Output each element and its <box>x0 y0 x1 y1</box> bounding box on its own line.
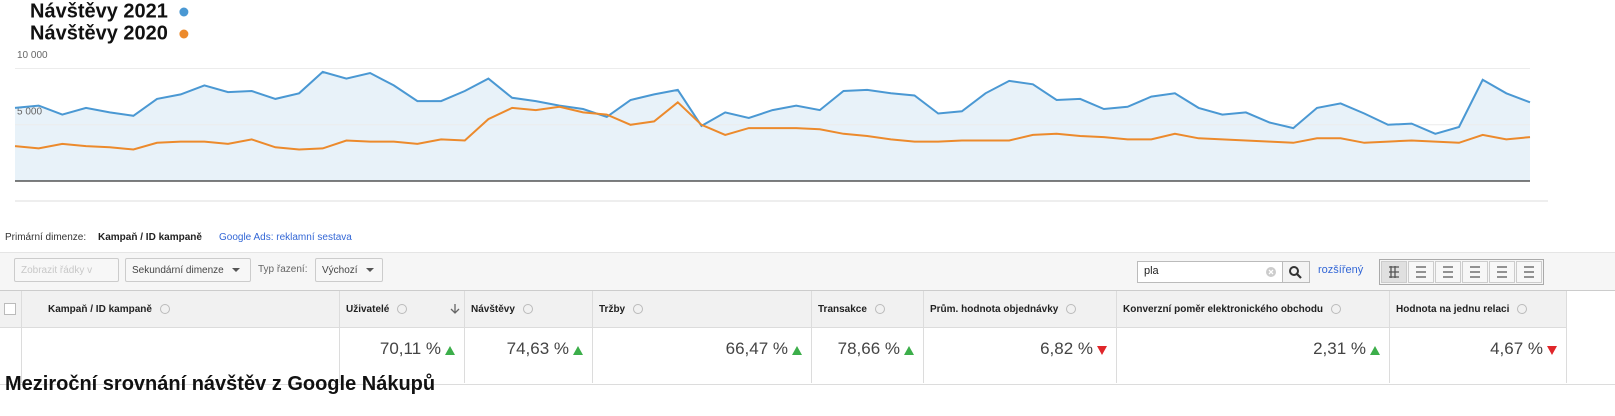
search-input[interactable]: pla <box>1137 261 1283 283</box>
trend-down <box>1097 346 1107 355</box>
help-icon[interactable] <box>1331 304 1342 315</box>
metric-value: 74,63 % <box>506 339 569 358</box>
help-icon[interactable] <box>397 304 408 315</box>
trend-up <box>573 346 583 355</box>
sort-select[interactable]: Výchozí <box>315 258 383 282</box>
dimension-label: Primární dimenze: <box>5 232 87 243</box>
checkbox-row-cell <box>0 328 22 383</box>
checkbox[interactable] <box>4 303 16 315</box>
trend-up <box>792 346 802 355</box>
help-icon[interactable] <box>1517 304 1528 315</box>
column-header[interactable]: Konverzní poměr elektronického obchodu <box>1117 291 1390 328</box>
column-title: Uživatelé <box>346 304 390 315</box>
plot-rows-button[interactable]: Zobrazit řádky v grafu <box>14 258 119 282</box>
caption: Meziroční srovnání návštěv z Google Náku… <box>5 373 436 395</box>
column-header[interactable]: Kampaň / ID kampaně <box>22 291 340 328</box>
column-header[interactable]: Uživatelé <box>340 291 465 328</box>
legend-label: Návštěvy 2021 <box>30 0 168 22</box>
advanced-link[interactable]: rozšířený <box>1318 264 1364 276</box>
help-icon[interactable] <box>159 304 170 315</box>
view-button[interactable] <box>1381 261 1407 283</box>
row-cell <box>465 328 593 383</box>
row-cell <box>593 328 812 383</box>
column-header[interactable]: Tržby <box>593 291 812 328</box>
row-cell <box>812 328 924 383</box>
column-title: Konverzní poměr elektronického obchodu <box>1123 304 1324 315</box>
row-cell <box>22 328 340 383</box>
row-cell <box>924 328 1117 383</box>
trend-up <box>445 346 455 355</box>
metric-value: 78,66 % <box>837 339 900 358</box>
dimension-link[interactable]: Google Ads: reklamní sestava <box>219 232 352 243</box>
help-icon[interactable] <box>522 304 533 315</box>
row-cell <box>340 328 465 383</box>
legend-swatch <box>179 7 189 17</box>
search-icon <box>1289 266 1302 279</box>
toolbar <box>0 252 1615 291</box>
sort-arrow <box>450 304 460 314</box>
legend-label: Návštěvy 2020 <box>30 22 168 44</box>
help-icon[interactable] <box>1066 304 1077 315</box>
active-dimension[interactable]: Kampaň / ID kampaně <box>98 232 202 243</box>
column-header[interactable]: Transakce <box>812 291 924 328</box>
trend-up <box>904 346 914 355</box>
secondary-dimension-text: Sekundární dimenze <box>132 265 224 276</box>
column-header[interactable]: Prům. hodnota objednávky <box>924 291 1117 328</box>
view-button[interactable] <box>1516 261 1542 283</box>
column-header[interactable]: Hodnota na jednu relaci <box>1390 291 1567 328</box>
metric-value: 70,11 % <box>379 339 441 358</box>
trend-up <box>1370 346 1380 355</box>
column-title: Tržby <box>599 304 626 315</box>
search-text: pla <box>1144 265 1159 277</box>
row-cell <box>1117 328 1390 383</box>
view-button[interactable] <box>1489 261 1515 283</box>
metric-value: 6,82 % <box>1040 339 1093 358</box>
clear-icon[interactable] <box>1265 266 1277 278</box>
metric-value: 66,47 % <box>725 339 788 358</box>
y-tick-label: 5 000 <box>17 106 42 117</box>
view-button[interactable] <box>1462 261 1488 283</box>
column-title: Návštěvy <box>471 304 515 315</box>
sort-value: Výchozí <box>322 265 358 276</box>
help-icon[interactable] <box>874 304 885 315</box>
data-table: Kampaň / ID kampaně Uživatelé Návštěvy Tržb… <box>0 290 1615 385</box>
metric-value: 2,31 % <box>1313 339 1366 358</box>
sort-label: Typ řazení: <box>258 264 308 275</box>
series-line <box>14 70 1531 135</box>
column-header[interactable]: Návštěvy <box>465 291 593 328</box>
help-icon[interactable] <box>633 304 644 315</box>
trend-down <box>1547 346 1557 355</box>
legend-swatch <box>179 29 189 39</box>
column-title: Transakce <box>818 304 867 315</box>
series-area <box>15 71 1530 181</box>
view-button[interactable] <box>1408 261 1434 283</box>
column-title: Hodnota na jednu relaci <box>1396 304 1510 315</box>
secondary-dimension-button[interactable]: Sekundární dimenze <box>125 258 251 282</box>
view-switcher <box>1379 259 1544 285</box>
metric-value: 4,67 % <box>1490 339 1543 358</box>
view-button[interactable] <box>1435 261 1461 283</box>
search-button[interactable] <box>1282 261 1310 283</box>
series-line <box>14 100 1531 151</box>
y-tick-label: 10 000 <box>17 50 48 61</box>
row-cell <box>1390 328 1567 383</box>
column-title: Prům. hodnota objednávky <box>930 304 1059 315</box>
column-title: Kampaň / ID kampaně <box>48 304 152 315</box>
